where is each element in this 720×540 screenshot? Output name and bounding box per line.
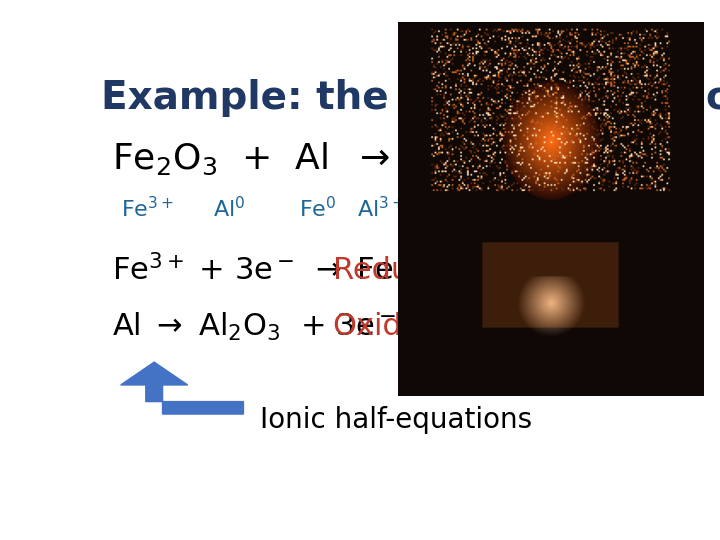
Text: Fe$^0$: Fe$^0$ (300, 195, 337, 221)
PathPatch shape (121, 362, 243, 414)
Text: Reduction: Reduction (333, 256, 485, 285)
Text: Al$^0$: Al$^0$ (213, 195, 245, 221)
Text: Fe$^{3+}$ + 3e$^-$ $\rightarrow$ Fe: Fe$^{3+}$ + 3e$^-$ $\rightarrow$ Fe (112, 254, 394, 287)
Text: Al $\rightarrow$ Al$_2$O$_3$  + 3e$^-$: Al $\rightarrow$ Al$_2$O$_3$ + 3e$^-$ (112, 310, 396, 343)
Text: Al$^{3+}$: Al$^{3+}$ (356, 195, 405, 221)
Text: Oxidation: Oxidation (333, 312, 480, 341)
Text: Fe$^{3+}$: Fe$^{3+}$ (121, 195, 174, 221)
Text: Fe$_2$O$_3$  +  Al  $\rightarrow$  Fe  +  Al$_2$O$_3$: Fe$_2$O$_3$ + Al $\rightarrow$ Fe + Al$_… (112, 140, 636, 177)
Text: Ionic half-equations: Ionic half-equations (260, 406, 532, 434)
Text: Example: the thermit reaction: Example: the thermit reaction (101, 79, 720, 117)
